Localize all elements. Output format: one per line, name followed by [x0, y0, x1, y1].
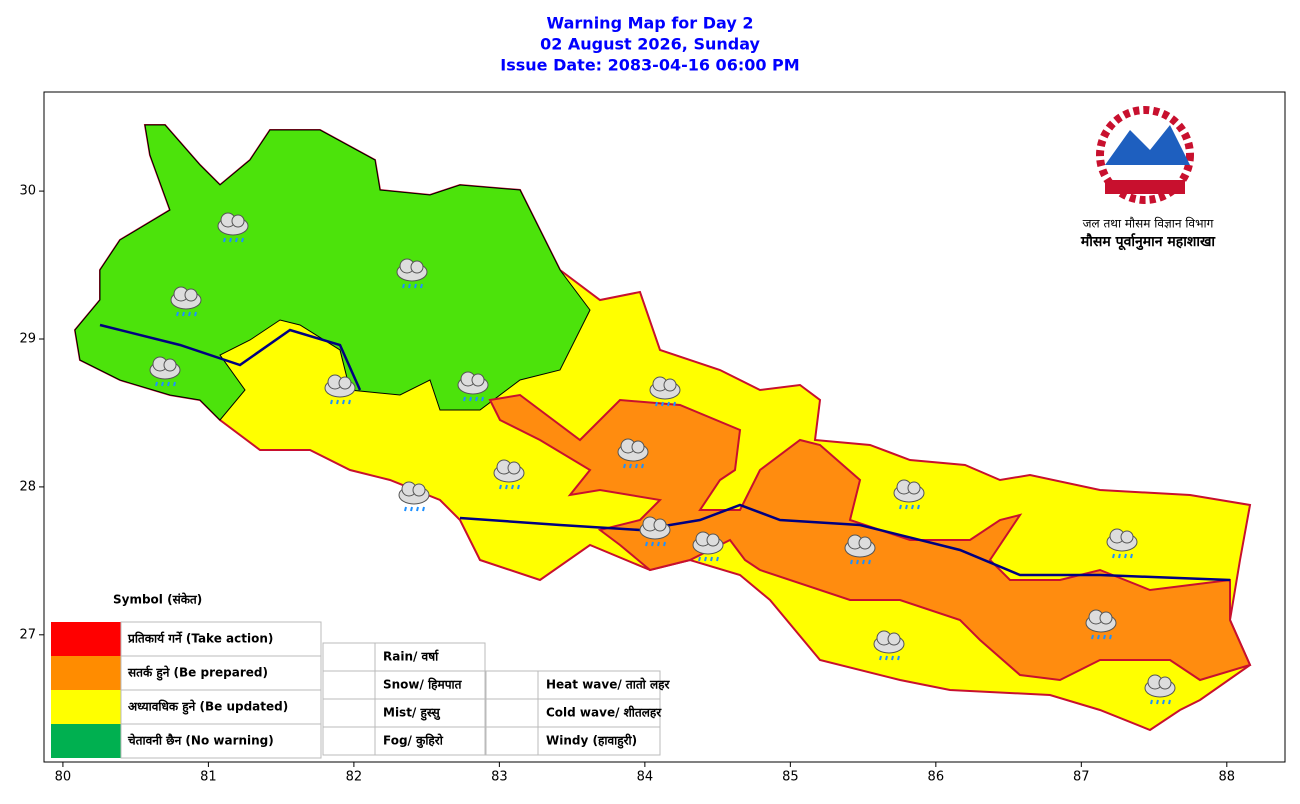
- symbol-cell: [374, 670, 486, 700]
- symbol-label: Windy (हावाहुरी): [546, 734, 637, 750]
- legend-cell: [120, 621, 322, 657]
- symbol-icon-cell: [485, 698, 539, 728]
- symbol-icon-cell: [485, 670, 539, 700]
- legend-swatch: [51, 622, 121, 656]
- x-tick-label: 84: [637, 770, 654, 785]
- legend-cell: [120, 689, 322, 725]
- y-tick-label: 28: [19, 479, 36, 494]
- symbol-label: Cold wave/ शीतलहर: [546, 706, 662, 720]
- symbol-cell: [374, 698, 486, 728]
- symbol-icon-cell: [322, 642, 376, 672]
- y-tick-label: 30: [19, 184, 36, 199]
- logo-line1: जल तथा मौसम विज्ञान विभाग: [1083, 217, 1214, 231]
- x-tick-label: 82: [346, 770, 363, 785]
- legend-swatch: [51, 724, 121, 758]
- x-tick-label: 88: [1219, 770, 1236, 785]
- issue-date: Issue Date: 2083-04-16 06:00 PM: [500, 56, 799, 75]
- y-tick-label: 29: [19, 331, 36, 346]
- symbol-label: Snow/ हिमपात: [383, 678, 463, 692]
- legend-label: चेतावनी छैन (No warning): [127, 734, 274, 748]
- province-border: [459, 503, 1231, 582]
- symbol-icon-cell: [322, 698, 376, 728]
- x-tick-label: 80: [55, 770, 72, 785]
- logo: [1096, 106, 1194, 204]
- axes: 80 81 82 83 84 85 86 87 88 27 28 29 30: [19, 184, 1235, 785]
- symbol-icon-cell: [485, 726, 539, 756]
- region-green: [74, 124, 591, 421]
- legend: प्रतिकार्य गर्ने (Take action) सतर्क हुने…: [51, 621, 670, 759]
- legend-title: Symbol (संकेत): [113, 593, 202, 607]
- symbol-label: Mist/ हुस्सु: [383, 706, 441, 722]
- x-tick-label: 83: [491, 770, 508, 785]
- symbol-cell: [374, 642, 486, 672]
- legend-swatch: [51, 656, 121, 690]
- symbol-label: Heat wave/ तातो लहर: [546, 678, 670, 692]
- symbol-icon-cell: [322, 726, 376, 756]
- x-tick-label: 87: [1073, 770, 1090, 785]
- x-tick-label: 86: [928, 770, 945, 785]
- province-border: [99, 323, 362, 391]
- legend-label: सतर्क हुने (Be prepared): [127, 666, 268, 682]
- y-tick-label: 27: [19, 627, 36, 642]
- symbol-cell: [374, 726, 486, 756]
- legend-label: प्रतिकार्य गर्ने (Take action): [127, 632, 273, 646]
- legend-swatch: [51, 690, 121, 724]
- x-tick-label: 85: [782, 770, 799, 785]
- legend-label: अध्यावधिक हुने (Be updated): [128, 700, 288, 716]
- legend-cell: [120, 723, 322, 759]
- date: 02 August 2026, Sunday: [540, 35, 760, 54]
- symbol-label: Rain/ वर्षा: [383, 650, 439, 664]
- symbol-icon-cell: [322, 670, 376, 700]
- symbol-cell: [537, 698, 661, 728]
- logo-line2: मौसम पूर्वानुमान महाशाखा: [1080, 233, 1217, 251]
- symbol-cell: [537, 726, 661, 756]
- title: Warning Map for Day 2: [547, 14, 754, 33]
- x-tick-label: 81: [200, 770, 217, 785]
- region-orange: [488, 393, 1252, 682]
- symbol-label: Fog/ कुहिरो: [383, 734, 444, 749]
- legend-cell: [120, 655, 322, 691]
